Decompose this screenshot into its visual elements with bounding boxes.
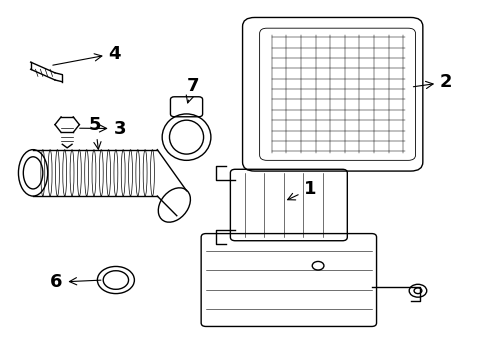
Text: 3: 3 xyxy=(80,120,126,138)
Text: 1: 1 xyxy=(288,180,316,200)
Text: 2: 2 xyxy=(414,73,452,91)
Text: 6: 6 xyxy=(50,273,101,291)
Text: 7: 7 xyxy=(186,77,199,103)
Text: 4: 4 xyxy=(53,45,121,65)
Text: 5: 5 xyxy=(89,116,101,149)
